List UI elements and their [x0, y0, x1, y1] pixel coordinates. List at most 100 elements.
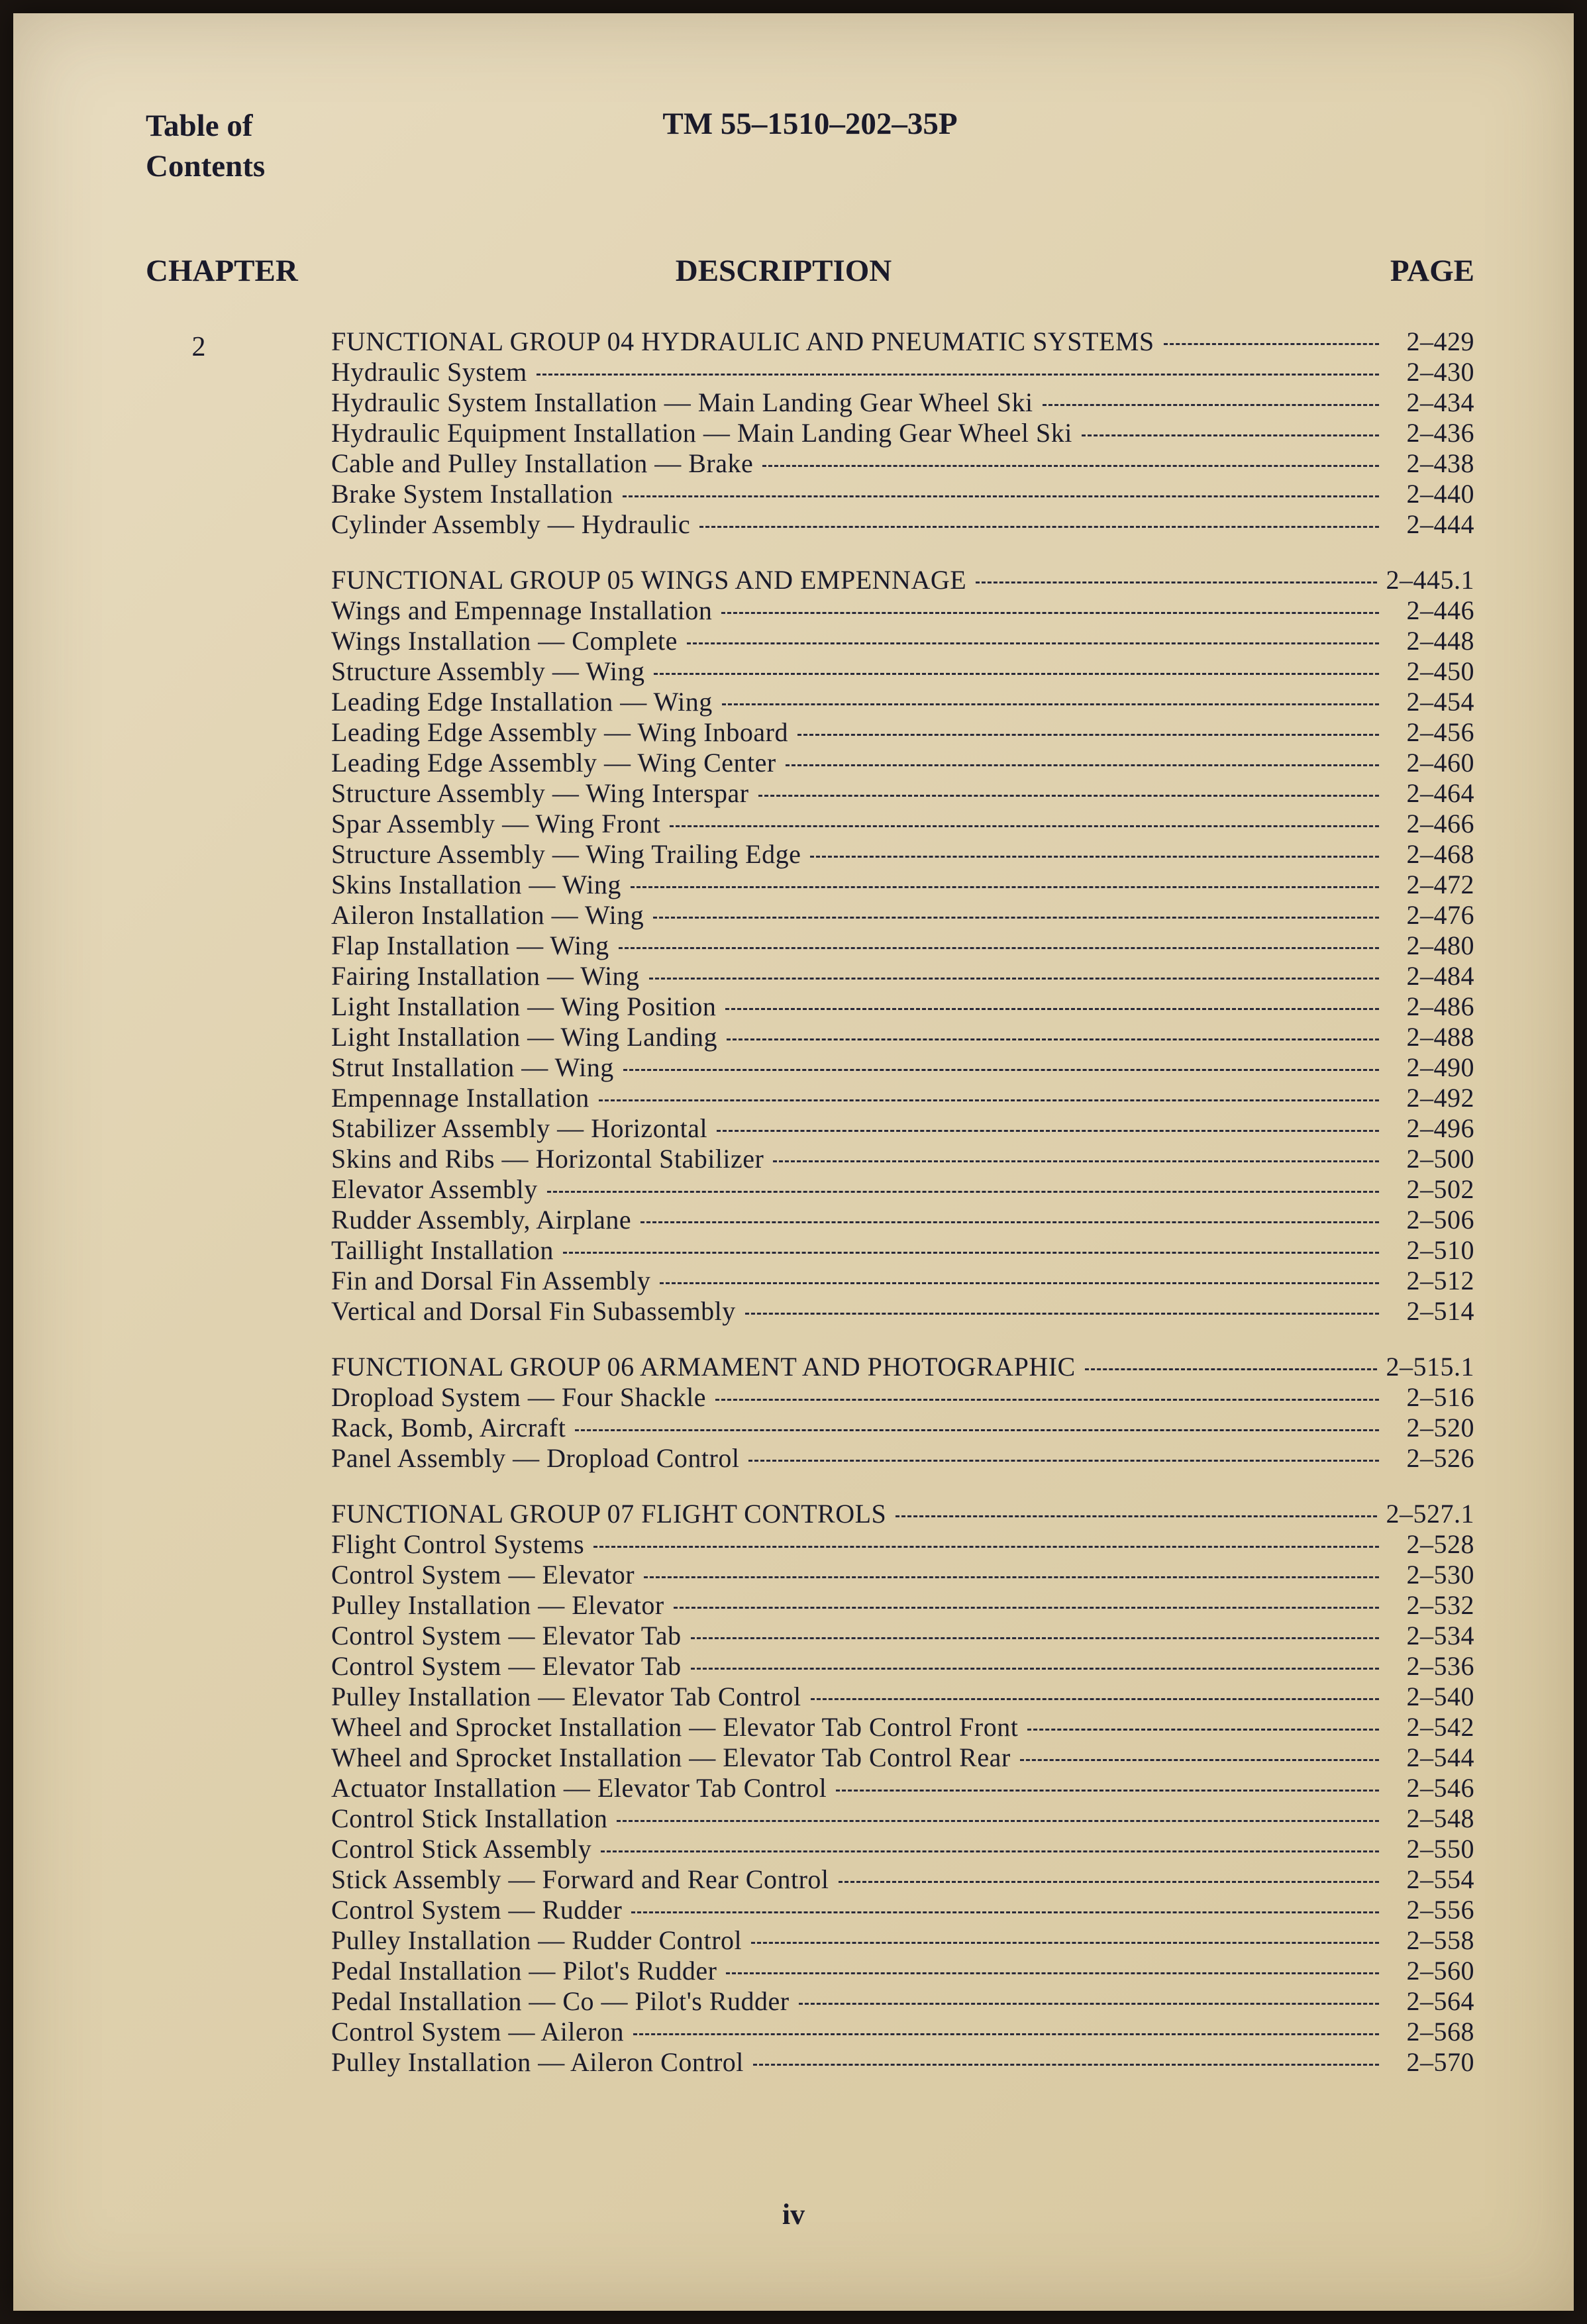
- toc-line: Spar Assembly — Wing Front 2–466: [331, 811, 1474, 837]
- toc-description: Structure Assembly — Wing Trailing Edge: [331, 841, 807, 868]
- toc-description: FUNCTIONAL GROUP 05 WINGS AND EMPENNAGE: [331, 567, 973, 593]
- toc-leader: [699, 526, 1379, 528]
- toc-page-ref: 2–527.1: [1380, 1501, 1475, 1527]
- toc-page-ref: 2–430: [1382, 359, 1474, 385]
- toc-description: Stick Assembly — Forward and Rear Contro…: [331, 1866, 836, 1893]
- toc-description: Spar Assembly — Wing Front: [331, 811, 667, 837]
- toc-page-ref: 2–534: [1382, 1623, 1474, 1649]
- toc-page-ref: 2–530: [1382, 1562, 1474, 1588]
- toc-page-ref: 2–466: [1382, 811, 1474, 837]
- toc-page-ref: 2–436: [1382, 420, 1474, 446]
- toc-line: Leading Edge Assembly — Wing Inboard2–45…: [331, 719, 1474, 746]
- toc-leader: [1082, 434, 1379, 436]
- toc-line: Light Installation — Wing Position2–486: [331, 993, 1474, 1020]
- toc-description: Taillight Installation: [331, 1237, 560, 1264]
- toc-description: FUNCTIONAL GROUP 06 ARMAMENT AND PHOTOGR…: [331, 1354, 1082, 1380]
- toc-line: Control System — Aileron2–568: [331, 2019, 1474, 2045]
- toc-leader: [762, 465, 1379, 467]
- toc-page-ref: 2–486: [1382, 993, 1474, 1020]
- toc-leader: [623, 495, 1379, 497]
- toc-leader: [896, 1515, 1376, 1517]
- toc-page-ref: 2–560: [1382, 1958, 1474, 1984]
- toc-line: Fin and Dorsal Fin Assembly 2–512: [331, 1268, 1474, 1294]
- toc-page-ref: 2–556: [1382, 1897, 1474, 1923]
- toc-description: Aileron Installation — Wing: [331, 902, 650, 929]
- toc-description: Vertical and Dorsal Fin Subassembly: [331, 1298, 742, 1325]
- toc-page-ref: 2–480: [1382, 933, 1474, 959]
- toc-description: Fin and Dorsal Fin Assembly: [331, 1268, 657, 1294]
- toc-description: Flight Control Systems: [331, 1531, 591, 1558]
- toc-line: Taillight Installation2–510: [331, 1237, 1474, 1264]
- toc-page-ref: 2–514: [1382, 1298, 1474, 1325]
- toc-leader: [799, 2003, 1379, 2005]
- toc-description: Strut Installation — Wing: [331, 1054, 621, 1081]
- toc-page-ref: 2–542: [1382, 1714, 1474, 1741]
- toc-line: Actuator Installation — Elevator Tab Con…: [331, 1775, 1474, 1801]
- toc-page-ref: 2–502: [1382, 1176, 1474, 1203]
- toc-description: Pulley Installation — Elevator Tab Contr…: [331, 1684, 808, 1710]
- toc-leader: [717, 1130, 1379, 1132]
- toc-line: Hydraulic System Installation — Main Lan…: [331, 389, 1474, 416]
- toc-line: FUNCTIONAL GROUP 07 FLIGHT CONTROLS2–527…: [331, 1501, 1474, 1527]
- toc-description: Structure Assembly — Wing Interspar: [331, 780, 756, 807]
- toc-line: Wheel and Sprocket Installation — Elevat…: [331, 1744, 1474, 1771]
- toc-leader: [810, 856, 1379, 858]
- toc-line: Wings Installation — Complete2–448: [331, 628, 1474, 654]
- toc-description: Control System — Rudder: [331, 1897, 629, 1923]
- toc-description: Pulley Installation — Rudder Control: [331, 1927, 748, 1954]
- toc-line: Pulley Installation — Elevator Tab Contr…: [331, 1684, 1474, 1710]
- toc-leader: [563, 1252, 1379, 1254]
- toc-line: Structure Assembly — Wing Interspar2–464: [331, 780, 1474, 807]
- toc-leader: [1085, 1368, 1377, 1370]
- toc-leader: [797, 734, 1379, 736]
- toc-page-ref: 2–512: [1382, 1268, 1474, 1294]
- toc-leader: [654, 673, 1379, 675]
- toc-description: Cable and Pulley Installation — Brake: [331, 450, 760, 477]
- toc-page-ref: 2–440: [1382, 481, 1474, 507]
- toc-page-ref: 2–568: [1382, 2019, 1474, 2045]
- toc-page-ref: 2–448: [1382, 628, 1474, 654]
- toc-leader: [715, 1399, 1379, 1401]
- toc-leader: [593, 1546, 1379, 1548]
- toc-leader: [1164, 343, 1379, 345]
- toc-description: Structure Assembly — Wing: [331, 658, 651, 685]
- toc-description: Pulley Installation — Elevator: [331, 1592, 671, 1619]
- toc-description: FUNCTIONAL GROUP 04 HYDRAULIC AND PNEUMA…: [331, 328, 1161, 355]
- toc-leader: [649, 978, 1379, 980]
- toc-description: Actuator Installation — Elevator Tab Con…: [331, 1775, 833, 1801]
- toc-description: Rack, Bomb, Aircraft: [331, 1415, 572, 1441]
- toc-leader: [976, 581, 1376, 583]
- toc-page-ref: 2–544: [1382, 1744, 1474, 1771]
- toc-description: Skins Installation — Wing: [331, 872, 628, 898]
- toc-line: Control System — Elevator Tab2–534: [331, 1623, 1474, 1649]
- toc-line: Control System — Rudder 2–556: [331, 1897, 1474, 1923]
- toc-leader: [748, 1460, 1379, 1462]
- toc-leader: [547, 1191, 1379, 1193]
- toc-line: Light Installation — Wing Landing2–488: [331, 1024, 1474, 1050]
- toc-page-ref: 2–515.1: [1380, 1354, 1475, 1380]
- chapter-number: 2: [146, 328, 331, 2105]
- toc-leader: [633, 2033, 1379, 2035]
- toc-leader: [653, 917, 1379, 919]
- toc-leader: [751, 1942, 1379, 1944]
- toc-line: Wings and Empennage Installation2–446: [331, 597, 1474, 624]
- column-header-page: PAGE: [1368, 253, 1474, 289]
- toc-line: Pulley Installation — Aileron Control2–5…: [331, 2049, 1474, 2076]
- toc-description: Brake System Installation: [331, 481, 620, 507]
- toc-leader: [745, 1313, 1379, 1315]
- toc-page-ref: 2–558: [1382, 1927, 1474, 1954]
- toc-group: FUNCTIONAL GROUP 06 ARMAMENT AND PHOTOGR…: [331, 1354, 1474, 1472]
- toc-description: Leading Edge Installation — Wing: [331, 689, 719, 715]
- toc-line: Elevator Assembly2–502: [331, 1176, 1474, 1203]
- toc-page-ref: 2–554: [1382, 1866, 1474, 1893]
- toc-leader: [839, 1881, 1379, 1883]
- toc-content: 2 FUNCTIONAL GROUP 04 HYDRAULIC AND PNEU…: [146, 328, 1474, 2105]
- document-id: TM 55–1510–202–35P: [331, 106, 1474, 142]
- toc-leader: [575, 1429, 1379, 1431]
- toc-page-ref: 2–476: [1382, 902, 1474, 929]
- toc-description: Pulley Installation — Aileron Control: [331, 2049, 750, 2076]
- toc-page-ref: 2–516: [1382, 1384, 1474, 1411]
- toc-leader: [1043, 404, 1379, 406]
- toc-description: Control System — Elevator Tab: [331, 1653, 688, 1680]
- toc-leader: [619, 947, 1379, 949]
